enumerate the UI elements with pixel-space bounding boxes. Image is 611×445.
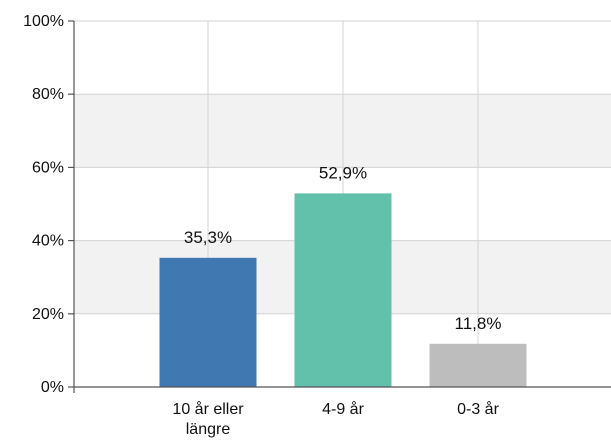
axes [68,20,611,393]
y-tick-label: 80% [32,86,64,103]
bar [429,343,527,387]
data-label: 11,8% [455,314,502,333]
y-tick-label: 0% [41,379,64,396]
x-tick-label-line: 0-3 år [457,400,499,418]
y-tick-label: 60% [32,159,64,176]
data-label: 35,3% [184,228,232,247]
x-tick-label-line: 4-9 år [322,400,364,418]
x-tick-labels: 10 år eller längre 4-9 år 0-3 år [172,400,499,438]
data-label: 52,9% [319,163,367,182]
bar [294,193,392,387]
bar [159,257,257,387]
data-labels: 35,3% 52,9% 11,8% [184,163,502,332]
x-tick-label-line: längre [186,421,231,438]
x-tick-label: 4-9 år [322,400,364,418]
x-tick-label-line: 10 år eller [172,400,244,418]
y-tick-label: 20% [32,306,64,323]
y-tick-labels: 0% 20% 40% 60% 80% 100% [23,13,64,396]
x-tick-label: 10 år eller längre [172,400,244,438]
y-tick-label: 100% [23,13,64,30]
x-tick-label: 0-3 år [457,400,499,418]
bars [159,193,527,387]
y-tick-label: 40% [32,233,64,250]
